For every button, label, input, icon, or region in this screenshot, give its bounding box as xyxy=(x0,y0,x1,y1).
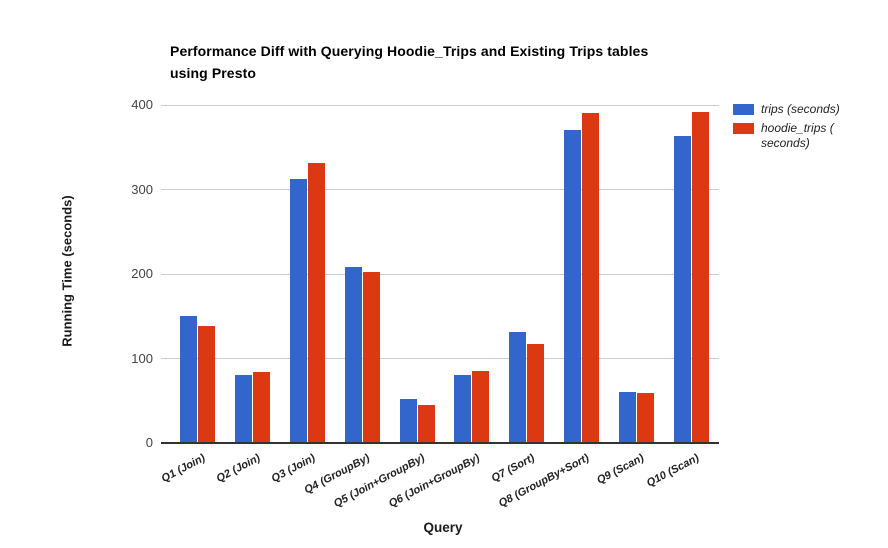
bar-trips-q4 xyxy=(344,267,362,443)
bar-hoodie_trips-q5 xyxy=(417,405,435,443)
bar-trips-q5 xyxy=(399,399,417,443)
x-tick-label-q9: Q9 (Scan) xyxy=(595,452,647,487)
gridline-100 xyxy=(161,358,719,359)
y-tick-label-400: 400 xyxy=(131,97,153,112)
x-tick-label-q3: Q3 (Join) xyxy=(269,452,317,485)
legend-item-trips: trips (seconds) xyxy=(733,102,861,117)
bar-hoodie_trips-q7 xyxy=(527,344,545,443)
x-tick-label-q5: Q5 (Join+GroupBy) xyxy=(331,452,427,511)
bar-hoodie_trips-q1 xyxy=(198,326,215,443)
bar-trips-q7 xyxy=(509,332,527,443)
bar-hoodie_trips-q9 xyxy=(637,393,654,443)
y-tick-label-200: 200 xyxy=(131,266,153,281)
y-tick-label-0: 0 xyxy=(145,435,153,450)
gridline-400 xyxy=(161,104,719,106)
legend-label: hoodie_trips ( seconds) xyxy=(761,121,834,150)
legend-swatch-icon xyxy=(733,123,754,134)
gridline-300 xyxy=(161,189,719,190)
x-tick-label-q8: Q8 (GroupBy+Sort) xyxy=(496,452,592,510)
legend: trips (seconds) hoodie_trips ( seconds) xyxy=(733,102,861,151)
x-axis-line xyxy=(161,442,719,444)
legend-label: trips (seconds) xyxy=(761,102,840,116)
bar-trips-q10 xyxy=(673,136,691,443)
x-tick-label-q7: Q7 (Sort) xyxy=(489,452,537,485)
y-tick-label-300: 300 xyxy=(131,181,153,197)
x-tick-label-q1: Q1 (Join) xyxy=(159,452,208,485)
bar-trips-q3 xyxy=(289,178,307,443)
bar-trips-q2 xyxy=(234,374,252,443)
legend-item-hoodie-trips: hoodie_trips ( seconds) xyxy=(733,121,861,151)
x-axis-title: Query xyxy=(423,520,463,535)
chart-title-line2: using Presto xyxy=(170,65,256,81)
chart-title-line1: Performance Diff with Querying Hoodie_Tr… xyxy=(170,43,649,59)
x-tick-label-q6: Q6 (Join+GroupBy) xyxy=(386,452,482,511)
bar-hoodie_trips-q8 xyxy=(582,113,600,443)
bar-trips-q1 xyxy=(180,316,197,444)
x-tick-label-q2: Q2 (Join) xyxy=(214,452,263,485)
chart-title: Performance Diff with Querying Hoodie_Tr… xyxy=(170,40,648,84)
bar-hoodie_trips-q3 xyxy=(307,162,325,443)
gridline-200 xyxy=(161,273,719,275)
y-axis-title: Running Time (seconds) xyxy=(59,195,75,347)
bar-hoodie_trips-q6 xyxy=(472,371,490,443)
bar-trips-q6 xyxy=(454,374,472,443)
legend-swatch-icon xyxy=(733,104,754,115)
bar-hoodie_trips-q4 xyxy=(362,272,380,443)
bar-hoodie_trips-q2 xyxy=(252,372,270,443)
bar-trips-q9 xyxy=(619,391,636,443)
y-tick-label-100: 100 xyxy=(131,350,153,366)
bar-hoodie_trips-q10 xyxy=(691,111,709,443)
bar-trips-q8 xyxy=(564,129,582,443)
x-tick-label-q10: Q10 (Scan) xyxy=(644,452,701,490)
